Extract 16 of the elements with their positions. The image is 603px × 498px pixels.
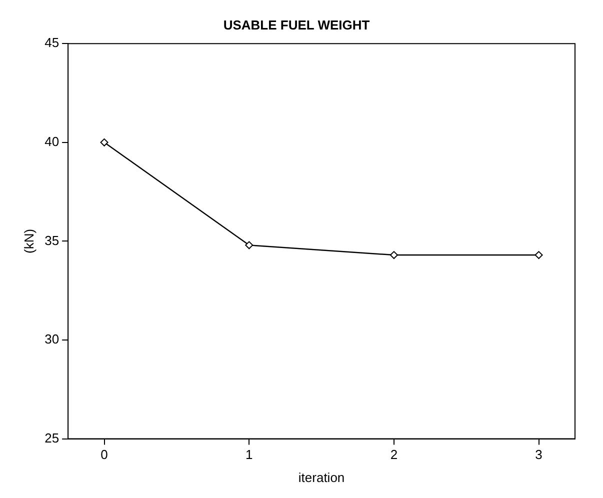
x-tick-label: 0 bbox=[100, 447, 108, 462]
y-tick-label: 25 bbox=[44, 430, 60, 446]
y-tick-label: 30 bbox=[44, 332, 60, 347]
y-tick-label: 45 bbox=[44, 35, 60, 50]
point bbox=[100, 138, 108, 146]
y-axis-title: (kN) bbox=[21, 228, 36, 254]
point bbox=[245, 241, 254, 250]
x-tick-label: 2 bbox=[390, 447, 398, 462]
x-tick-label: 1 bbox=[245, 447, 253, 462]
point bbox=[390, 251, 398, 260]
x-tick-label: 3 bbox=[535, 447, 542, 462]
x-axis-title: iteration bbox=[298, 470, 345, 485]
point bbox=[534, 251, 543, 260]
chart-title: USABLE FUEL WEIGHT bbox=[223, 17, 370, 32]
y-tick-label: 40 bbox=[44, 134, 60, 149]
y-tick-label: 35 bbox=[44, 232, 60, 248]
